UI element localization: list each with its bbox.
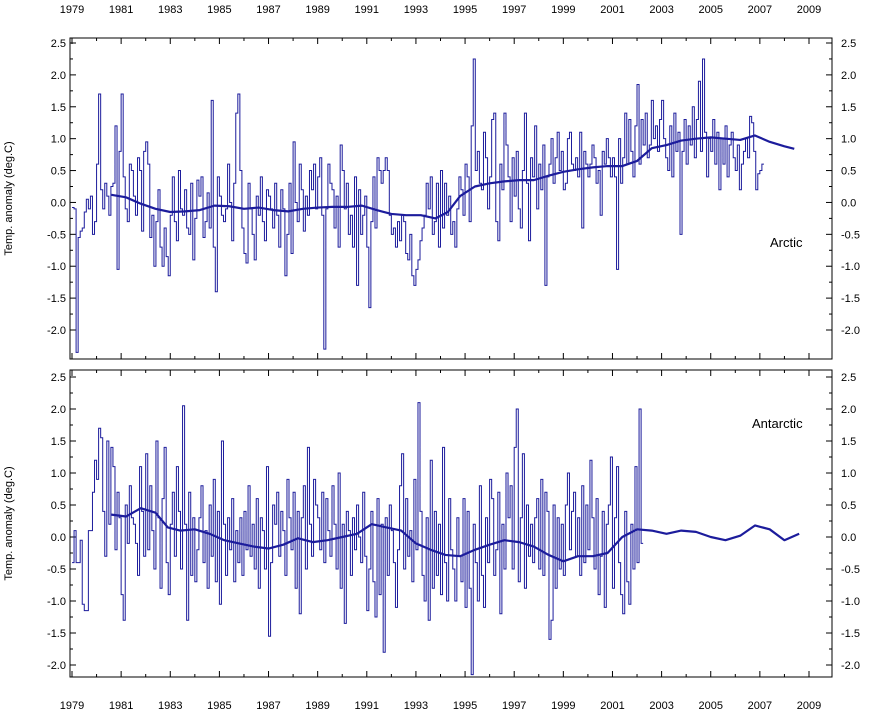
- panel-label: Arctic: [770, 235, 803, 250]
- y-tick-label-left: -1.5: [47, 628, 66, 640]
- y-tick-label-right: -2.0: [841, 325, 860, 337]
- y-tick-label-left: 0.5: [51, 500, 66, 512]
- y-tick-label-left: 0.5: [51, 166, 66, 178]
- y-tick-label-right: 2.0: [841, 404, 856, 416]
- y-tick-label-right: 1.0: [841, 468, 856, 480]
- y-tick-label-left: 1.5: [51, 102, 66, 114]
- y-tick-label-right: -1.5: [841, 293, 860, 305]
- y-tick-label-right: 0.5: [841, 500, 856, 512]
- y-tick-label-right: 0.0: [841, 197, 856, 209]
- monthly-anomaly-series: [72, 58, 764, 353]
- monthly-anomaly-series: [72, 402, 644, 676]
- plot-frame: [69, 37, 833, 360]
- bottom-x-tick-label: 2009: [797, 700, 821, 712]
- y-tick-label-left: -1.0: [47, 261, 66, 273]
- bottom-x-tick-label: 1985: [207, 700, 231, 712]
- bottom-x-tick-label: 1993: [404, 700, 428, 712]
- running-mean-series: [111, 134, 795, 220]
- plot-frame: [69, 369, 833, 678]
- y-tick-label-right: -1.0: [841, 596, 860, 608]
- top-x-tick-label: 2003: [649, 4, 673, 16]
- y-tick-label-left: 2.5: [51, 372, 66, 384]
- y-axis-label: Temp. anomaly (deg.C): [3, 466, 15, 580]
- panel-label: Antarctic: [752, 416, 803, 431]
- top-x-tick-label: 2007: [748, 4, 772, 16]
- y-tick-label-right: 0.0: [841, 532, 856, 544]
- y-tick-label-left: -0.5: [47, 564, 66, 576]
- y-tick-label-left: -2.0: [47, 325, 66, 337]
- top-x-tick-label: 2005: [698, 4, 722, 16]
- top-x-tick-label: 2001: [600, 4, 624, 16]
- y-tick-label-right: -0.5: [841, 229, 860, 241]
- running-mean-series: [111, 507, 800, 563]
- bottom-x-tick-label: 1989: [305, 700, 329, 712]
- y-axis-label: Temp. anomaly (deg.C): [3, 141, 15, 255]
- bottom-x-tick-label: 1999: [551, 700, 575, 712]
- y-tick-label-right: 1.5: [841, 436, 856, 448]
- antarctic-panel: 2.5 2.5 2.0 2.0 1.5 1.5 1.0 1.0 0.5 0.5 0.0 0.0 -0.5…: [3, 369, 860, 678]
- y-tick-label-left: 0.0: [51, 197, 66, 209]
- top-x-tick-label: 1995: [453, 4, 477, 16]
- y-tick-label-right: -1.5: [841, 628, 860, 640]
- y-tick-label-left: 1.5: [51, 436, 66, 448]
- top-x-tick-label: 1993: [404, 4, 428, 16]
- bottom-x-tick-label: 1995: [453, 700, 477, 712]
- y-tick-label-left: -1.0: [47, 596, 66, 608]
- y-tick-label-right: 1.0: [841, 134, 856, 146]
- top-x-tick-label: 1981: [109, 4, 133, 16]
- y-tick-label-right: -0.5: [841, 564, 860, 576]
- bottom-x-tick-label: 2007: [748, 700, 772, 712]
- bottom-x-tick-label: 1981: [109, 700, 133, 712]
- bottom-x-tick-label: 2003: [649, 700, 673, 712]
- bottom-x-tick-label: 1983: [158, 700, 182, 712]
- bottom-x-axis: 1979 1981 1983 1985 1987 1989 1991 1993 1995 1997…: [60, 700, 821, 712]
- y-tick-label-right: 2.0: [841, 70, 856, 82]
- top-x-tick-label: 1999: [551, 4, 575, 16]
- top-x-tick-label: 1979: [60, 4, 84, 16]
- top-x-tick-label: 1997: [502, 4, 526, 16]
- bottom-x-tick-label: 1979: [60, 700, 84, 712]
- y-tick-label-left: 2.0: [51, 70, 66, 82]
- y-tick-label-right: 2.5: [841, 372, 856, 384]
- y-tick-label-right: 0.5: [841, 166, 856, 178]
- y-tick-label-right: -1.0: [841, 261, 860, 273]
- y-tick-label-left: 0.0: [51, 532, 66, 544]
- top-x-tick-label: 1985: [207, 4, 231, 16]
- top-x-axis: 1979 1981 1983 1985 1987 1989 1991 1993 1995 1997…: [60, 4, 821, 16]
- y-tick-label-left: -1.5: [47, 293, 66, 305]
- bottom-x-tick-label: 2001: [600, 700, 624, 712]
- arctic-panel: 2.5 2.5 2.0 2.0 1.5 1.5 1.0 1.0 0.5 0.5 0.0 0.0 -0.5…: [3, 37, 860, 360]
- top-x-tick-label: 2009: [797, 4, 821, 16]
- top-x-tick-label: 1991: [355, 4, 379, 16]
- top-x-tick-label: 1987: [256, 4, 280, 16]
- bottom-x-tick-label: 1987: [256, 700, 280, 712]
- bottom-x-tick-label: 1997: [502, 700, 526, 712]
- y-tick-label-left: 1.0: [51, 134, 66, 146]
- bottom-x-tick-label: 1991: [355, 700, 379, 712]
- y-tick-label-left: 2.5: [51, 38, 66, 50]
- y-tick-label-left: 1.0: [51, 468, 66, 480]
- top-x-tick-label: 1989: [305, 4, 329, 16]
- y-tick-label-left: -0.5: [47, 229, 66, 241]
- y-tick-label-right: 2.5: [841, 38, 856, 50]
- y-tick-label-right: -2.0: [841, 660, 860, 672]
- bottom-x-tick-label: 2005: [698, 700, 722, 712]
- y-tick-label-left: -2.0: [47, 660, 66, 672]
- y-tick-label-left: 2.0: [51, 404, 66, 416]
- top-x-tick-label: 1983: [158, 4, 182, 16]
- y-tick-label-right: 1.5: [841, 102, 856, 114]
